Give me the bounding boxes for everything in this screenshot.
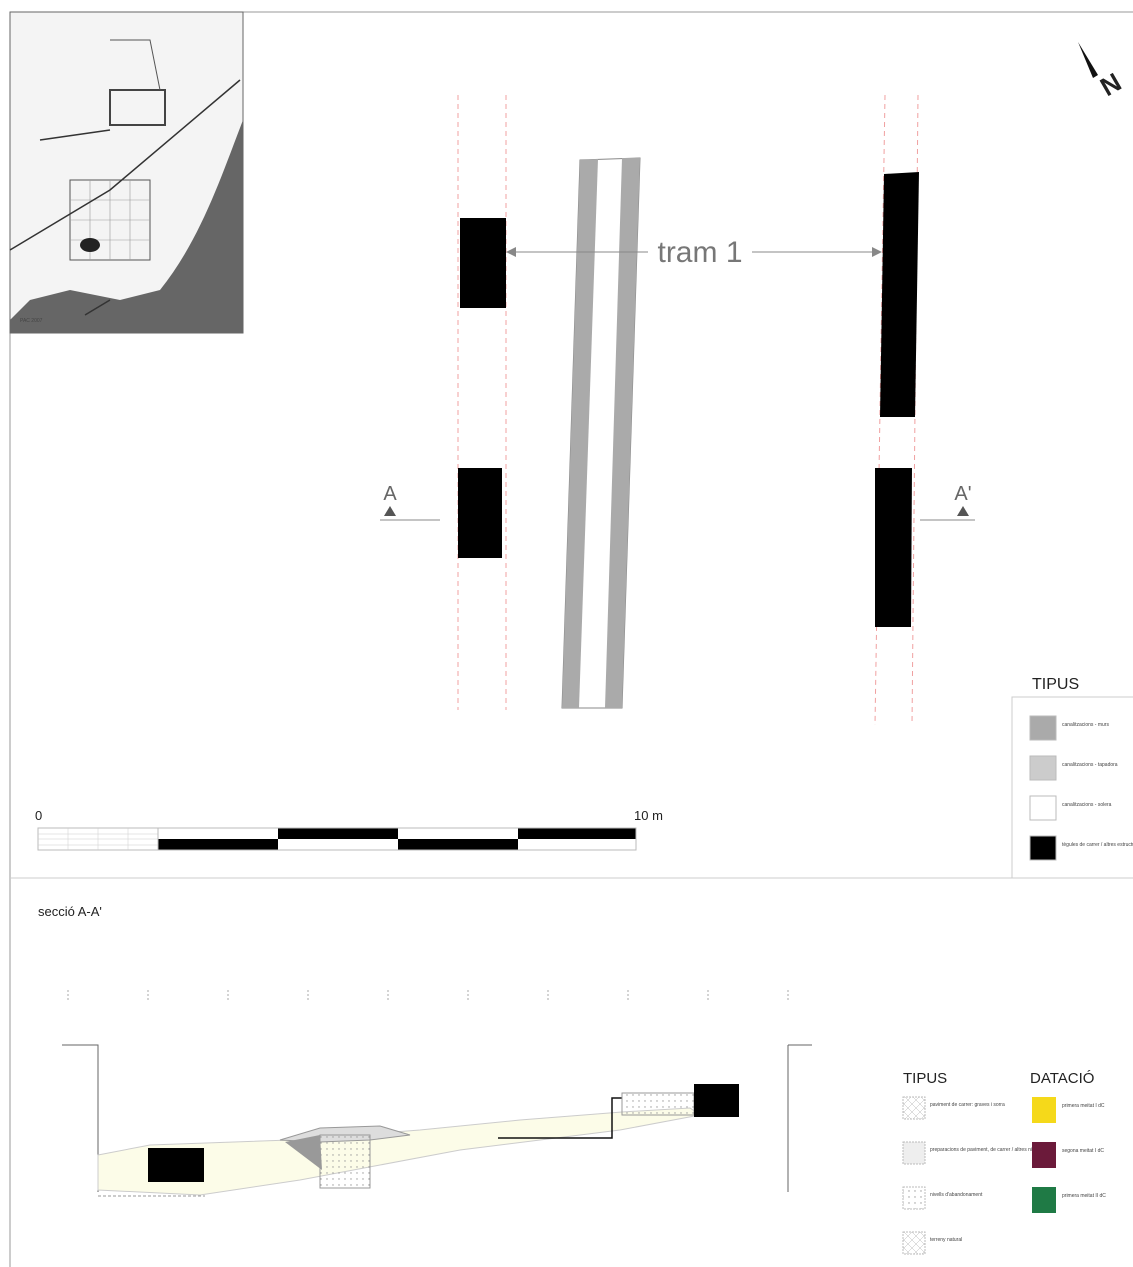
section-title: secció A-A': [38, 904, 102, 919]
scale-end: 10 m: [634, 808, 663, 823]
legend-swatch: [1029, 835, 1057, 861]
legend-label: canalitzacions - murs: [1062, 722, 1109, 728]
scale-start: 0: [35, 808, 42, 823]
legend-label: preparacions de paviment, de carrer / al…: [930, 1147, 1042, 1153]
legend-swatch: [1032, 1097, 1056, 1123]
legend-swatch: [1029, 715, 1057, 741]
channel: [561, 157, 641, 709]
structure: [460, 218, 506, 308]
left-trench: [457, 95, 507, 710]
legend-title: TIPUS: [903, 1070, 947, 1087]
inset-map: PAC 2007: [9, 11, 244, 334]
structure: [875, 468, 912, 627]
grid-markers: [67, 990, 789, 1002]
legend-swatch: [1032, 1187, 1056, 1213]
legend-label: nivells d'abandonament: [930, 1192, 983, 1198]
legend-swatch: [1029, 755, 1057, 781]
legend-label: canalitzacions - tapadora: [1062, 762, 1118, 768]
north-label: N: [1095, 67, 1126, 102]
section-profile: [62, 1044, 812, 1197]
section-mark: A: [383, 483, 397, 505]
legend-swatch: [1029, 795, 1057, 821]
legend-label: primera meitat II dC: [1062, 1193, 1106, 1199]
section-arrow: [384, 506, 396, 516]
legend-swatch: [902, 1141, 926, 1165]
legend-swatch: [902, 1096, 926, 1120]
structure: [458, 468, 502, 558]
legend-label: terreny natural: [930, 1237, 962, 1243]
legend-title: DATACIÓ: [1030, 1070, 1094, 1087]
legend-label: paviment de carrer: graves i sorra: [930, 1102, 1005, 1108]
scale-bar: [37, 827, 637, 851]
legend-title: TIPUS: [1032, 676, 1079, 693]
legend-swatch: [902, 1186, 926, 1210]
legend-label: canalitzacions - solera: [1062, 802, 1112, 808]
tram-label: tram 1: [657, 236, 742, 269]
legend-swatch: [1032, 1142, 1056, 1168]
structure: [880, 172, 919, 417]
legend-swatch: [902, 1231, 926, 1255]
legend-label: segona meitat I dC: [1062, 1148, 1104, 1154]
dimension: [506, 247, 882, 257]
inset-note: PAC 2007: [20, 318, 43, 324]
legend-label: tègules de carrer / altres estructures: [1062, 842, 1133, 848]
section-arrow: [957, 506, 969, 516]
section-mark: A': [954, 483, 971, 505]
legend-label: primera meitat I dC: [1062, 1103, 1105, 1109]
north-arrow: N: [1078, 42, 1126, 102]
